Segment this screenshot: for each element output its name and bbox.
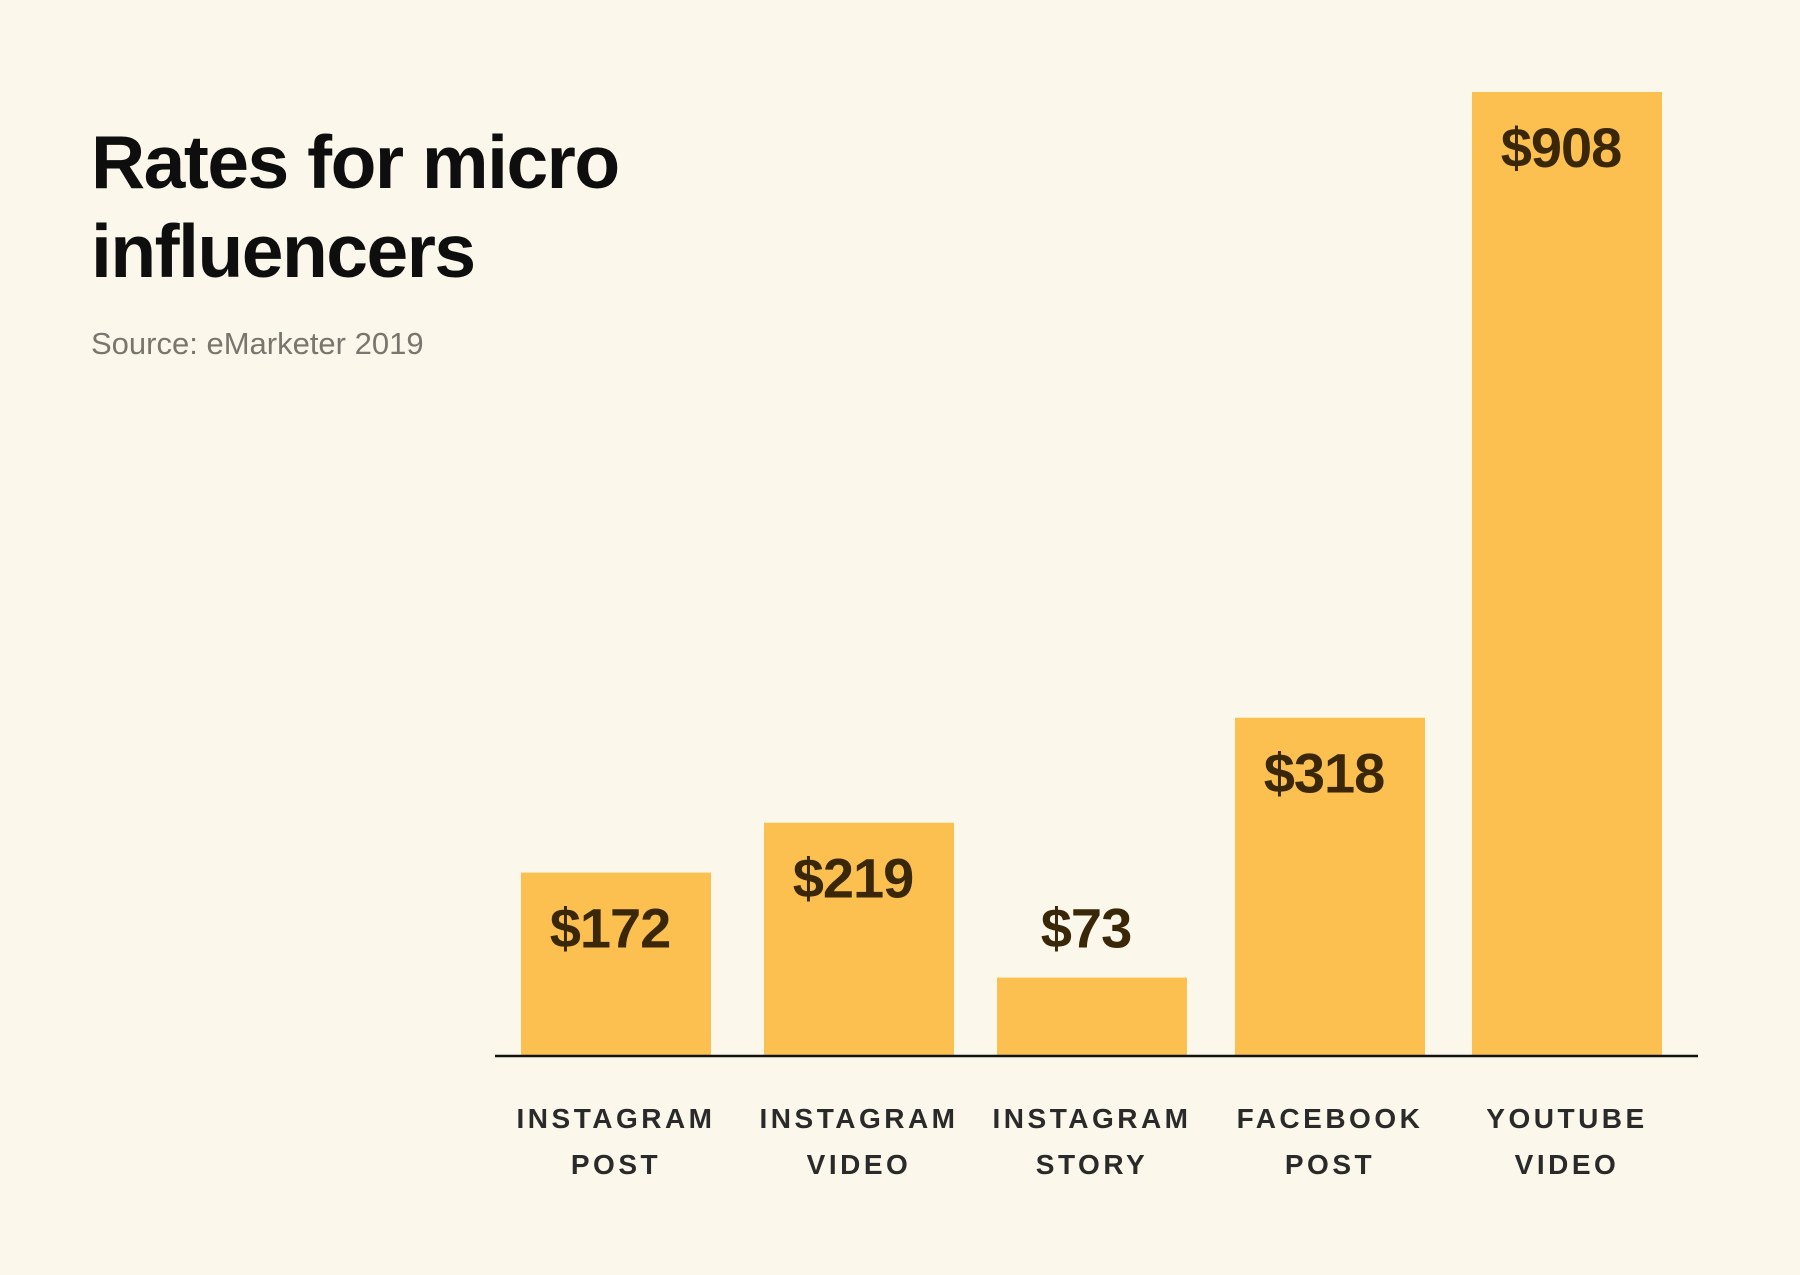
value-label-0: $172 [550,897,671,960]
value-label-4: $908 [1501,116,1622,179]
bar-4 [1472,92,1662,1055]
value-label-1: $219 [793,847,914,910]
category-label-4-line-1: YOUTUBE [1486,1103,1647,1134]
category-label-1-line-2: VIDEO [807,1149,912,1180]
value-label-2: $73 [1041,897,1131,960]
bar-2 [997,977,1187,1055]
category-label-0-line-1: INSTAGRAM [517,1103,716,1134]
value-label-3: $318 [1264,742,1385,805]
bar-0 [521,872,711,1055]
category-label-4-line-2: VIDEO [1515,1149,1620,1180]
chart-title-line-1: Rates for micro [91,120,620,204]
labels-layer: $172 INSTAGRAM POST $219 INSTAGRAM VIDEO $73 IN… [517,116,1647,1180]
category-label-3-line-1: FACEBOOK [1237,1103,1424,1134]
chart-title-line-2: influencers [91,209,476,293]
category-label-0-line-2: POST [571,1149,661,1180]
bar-1 [764,822,954,1055]
chart-source: Source: eMarketer 2019 [91,326,424,361]
chart-title: Rates for micro influencers [91,118,711,296]
category-label-2-line-1: INSTAGRAM [993,1103,1192,1134]
category-label-2-line-2: STORY [1036,1149,1148,1180]
category-label-3-line-2: POST [1285,1149,1375,1180]
bars-layer [521,92,1662,1055]
bar-3 [1235,717,1425,1055]
category-label-1-line-1: INSTAGRAM [760,1103,959,1134]
